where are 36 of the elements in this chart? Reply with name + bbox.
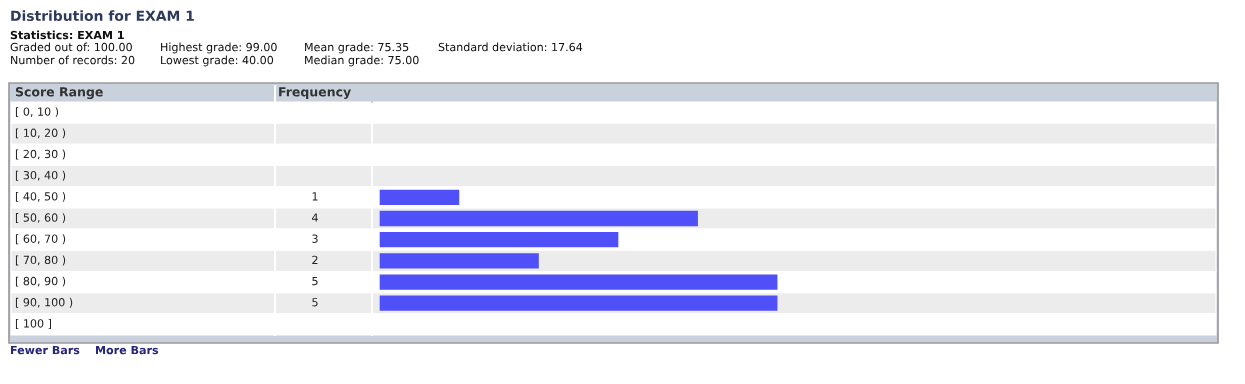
data-label: 2: [312, 255, 318, 264]
text: Graded out of: 100.00: [10, 42, 132, 52]
y-tick-label: [ 40, 50 ): [15, 191, 66, 202]
bar: [379, 253, 539, 269]
bar: [379, 232, 619, 248]
y-tick-label: [ 70, 80 ): [15, 255, 66, 266]
data-label: 3: [312, 234, 318, 243]
y-tick-label: [ 0, 10 ): [15, 107, 59, 118]
text: Distribution for EXAM 1: [11, 10, 194, 22]
x-axis-title: Frequency: [279, 87, 351, 100]
y-tick-label: [ 60, 70 ): [15, 234, 66, 245]
text: Statistics: EXAM 1: [10, 30, 124, 40]
text: Highest grade: 99.00: [161, 42, 277, 54]
data-label: 5: [312, 298, 318, 307]
bar: [379, 210, 698, 227]
y-axis-title: Score Range: [15, 87, 103, 100]
bar: [379, 295, 778, 311]
data-label: 5: [312, 277, 318, 286]
y-tick-label: [ 20, 30 ): [15, 149, 66, 160]
text: Lowest grade: 40.00: [161, 55, 274, 67]
y-tick-label: [ 10, 20 ): [15, 128, 66, 139]
data-label: 1: [312, 192, 318, 201]
data-label: 4: [312, 213, 318, 222]
text: Standard deviation: 17.64: [438, 42, 583, 52]
bar: [379, 274, 778, 290]
text: Fewer Bars: [11, 345, 80, 355]
y-tick-label: [ 80, 90 ): [15, 276, 66, 287]
y-tick-label: [ 50, 60 ): [15, 213, 66, 224]
text: Number of records: 20: [11, 55, 135, 65]
text: Mean grade: 75.35: [305, 42, 409, 54]
text: Median grade: 75.00: [305, 55, 419, 67]
y-tick-label: [ 30, 40 ): [15, 170, 66, 181]
y-tick-label: [ 100 ]: [15, 319, 51, 329]
text: More Bars: [96, 345, 159, 355]
y-tick-label: [ 90, 100 ): [15, 297, 73, 308]
bar: [379, 189, 460, 205]
